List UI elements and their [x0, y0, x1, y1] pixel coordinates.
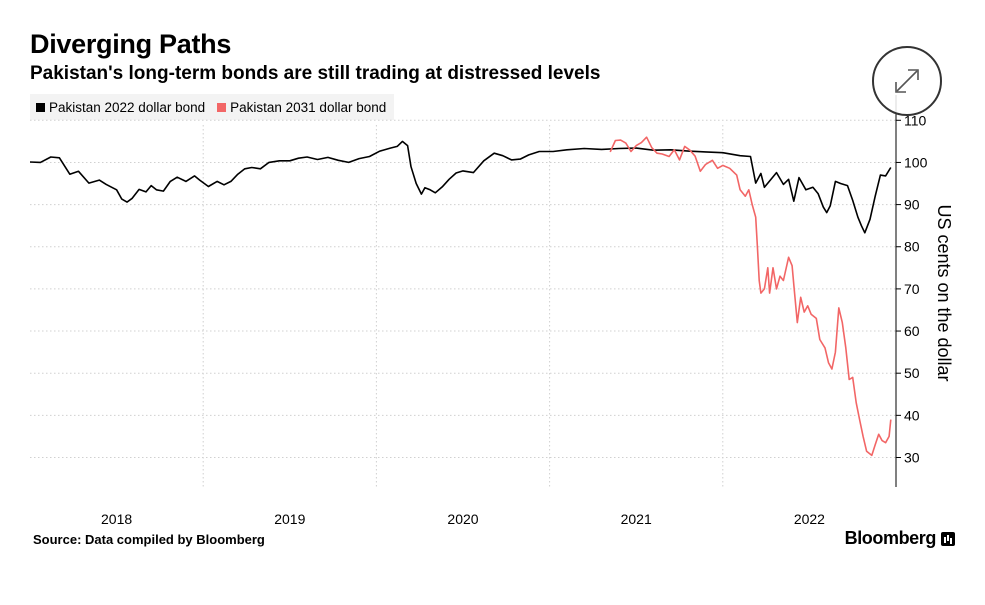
legend-item-2022: Pakistan 2022 dollar bond	[36, 100, 205, 115]
source-note: Source: Data compiled by Bloomberg	[33, 532, 265, 547]
legend-label-2022: Pakistan 2022 dollar bond	[49, 99, 206, 115]
y-tick-label: 50	[904, 365, 920, 381]
legend-item-2031: Pakistan 2031 dollar bond	[217, 100, 386, 115]
chart-subtitle: Pakistan's long-term bonds are still tra…	[30, 63, 601, 84]
y-axis-label: US cents on the dollar	[934, 204, 954, 381]
series-line-2022	[29, 140, 892, 234]
x-tick-label: 2022	[794, 511, 825, 527]
y-tick-label: 90	[904, 197, 920, 213]
bloomberg-logo: Bloomberg	[845, 528, 955, 549]
y-tick-label: 60	[904, 323, 920, 339]
expand-button[interactable]	[872, 46, 942, 116]
y-tick-label: 40	[904, 407, 920, 423]
legend-swatch-2022	[36, 102, 45, 112]
y-tick-label: 70	[904, 281, 920, 297]
y-tick-label: 80	[904, 239, 920, 255]
chart-title: Diverging Paths	[30, 29, 232, 59]
x-tick-label: 2021	[621, 511, 652, 527]
bloomberg-mark-icon	[941, 531, 955, 546]
expand-arrows-icon	[895, 69, 919, 93]
legend-label-2031: Pakistan 2031 dollar bond	[230, 99, 387, 115]
x-tick-label: 2020	[447, 511, 478, 527]
brand-text: Bloomberg	[844, 528, 937, 548]
legend-swatch-2031	[217, 102, 227, 112]
y-tick-label: 110	[904, 112, 927, 128]
series-line-2031	[609, 136, 892, 457]
x-tick-label: 2019	[274, 511, 305, 527]
chart-legend: Pakistan 2022 dollar bond Pakistan 2031 …	[30, 94, 395, 120]
y-tick-label: 30	[904, 449, 920, 465]
x-tick-label: 2018	[101, 511, 132, 527]
y-tick-label: 100	[904, 154, 928, 170]
